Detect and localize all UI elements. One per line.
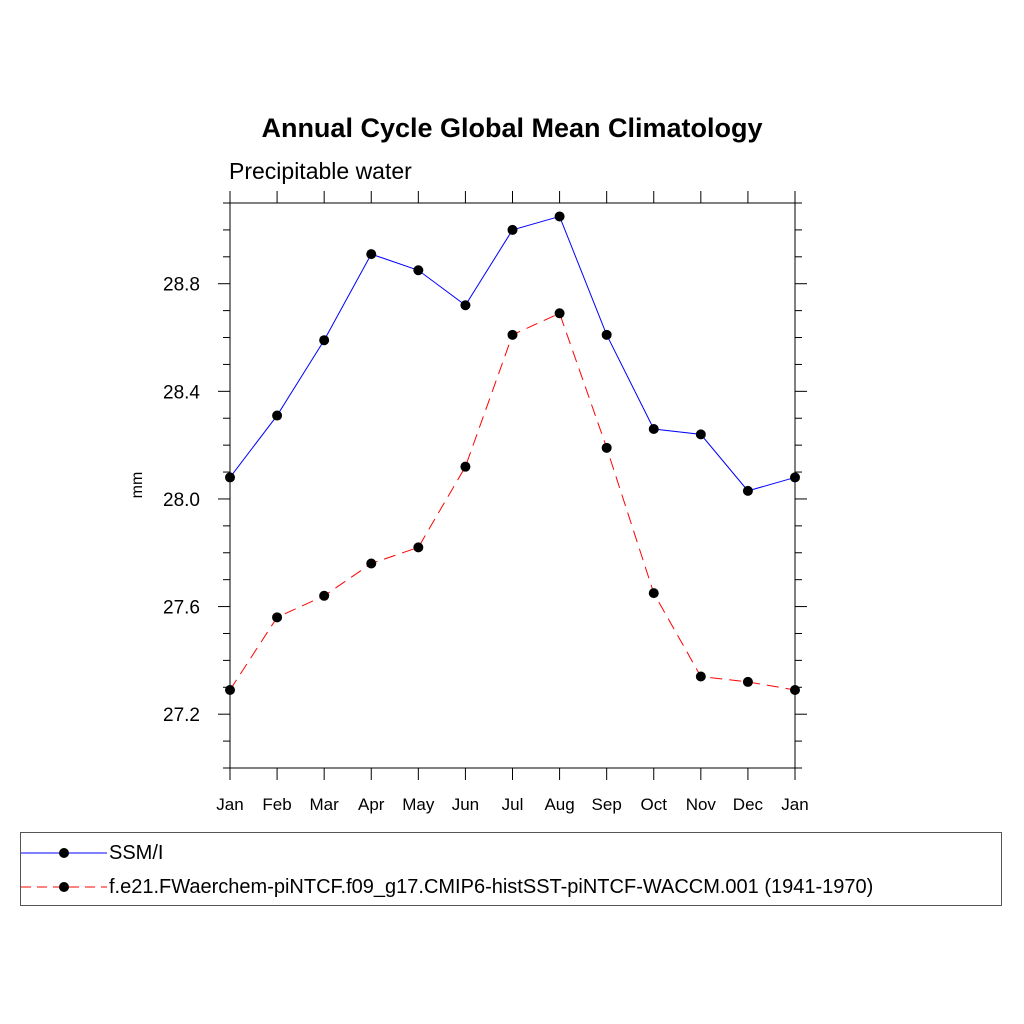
x-tick-labels: Jan Feb Mar Apr May Jun Jul Aug Sep Oct Nov Dec Jan xyxy=(216,795,808,814)
series-line-ssmi xyxy=(229,215,796,492)
x-tick-label: Oct xyxy=(641,795,668,814)
x-tick-label: Feb xyxy=(262,795,291,814)
x-tick-label: Mar xyxy=(310,795,340,814)
y-tick-label: 28.8 xyxy=(163,275,200,296)
plot-frame xyxy=(229,202,796,769)
data-point-ssmi xyxy=(272,410,283,421)
data-point-ssmi xyxy=(366,249,377,260)
x-tick-label: Dec xyxy=(733,795,764,814)
y-tick-label: 28.4 xyxy=(163,382,200,403)
data-point-model xyxy=(319,590,330,601)
series-points xyxy=(225,211,800,695)
data-point-ssmi xyxy=(554,211,565,222)
data-point-model xyxy=(225,684,235,695)
x-tick-label: Nov xyxy=(686,795,717,814)
chart-title: Annual Cycle Global Mean Climatology xyxy=(261,113,762,143)
y-tick-labels: 27.2 27.6 28.0 28.4 28.8 xyxy=(163,275,200,726)
data-point-ssmi xyxy=(648,424,659,434)
data-point-ssmi xyxy=(507,224,518,235)
y-tick-label: 28.0 xyxy=(163,490,200,511)
data-point-ssmi xyxy=(413,265,424,276)
legend-swatch-model xyxy=(21,882,107,892)
x-tick-label: Jan xyxy=(781,795,808,814)
data-point-ssmi xyxy=(790,472,800,483)
data-point-ssmi xyxy=(695,429,706,440)
y-tick-label: 27.6 xyxy=(163,598,200,619)
x-tick-label: Jun xyxy=(452,795,479,814)
x-tick-label: Aug xyxy=(544,795,574,814)
series-line-model xyxy=(229,312,796,691)
data-point-model xyxy=(413,542,424,553)
data-point-model xyxy=(554,308,565,319)
data-point-model xyxy=(460,461,471,472)
legend-label-model: f.e21.FWaerchem-piNTCF.f09_g17.CMIP6-his… xyxy=(109,875,874,898)
data-point-model xyxy=(272,612,283,623)
legend-item-model: f.e21.FWaerchem-piNTCF.f09_g17.CMIP6-his… xyxy=(21,873,873,901)
y-axis-label: mm xyxy=(129,472,146,499)
data-point-model xyxy=(601,442,612,453)
x-tick-label: May xyxy=(402,795,435,814)
x-tick-label: Apr xyxy=(358,795,385,814)
data-point-ssmi xyxy=(742,485,753,496)
data-point-model xyxy=(742,676,753,687)
legend-item-ssmi: SSM/I xyxy=(21,839,163,867)
data-point-ssmi xyxy=(601,329,612,340)
legend-swatch-ssmi xyxy=(21,848,107,858)
data-point-model xyxy=(366,558,377,569)
chart-subtitle: Precipitable water xyxy=(229,158,412,184)
data-point-model xyxy=(648,588,659,599)
data-point-ssmi xyxy=(319,335,330,346)
data-point-ssmi xyxy=(460,300,471,311)
data-point-model xyxy=(507,329,518,340)
legend-label-ssmi: SSM/I xyxy=(109,841,164,864)
data-point-ssmi xyxy=(225,472,235,483)
x-tick-label: Sep xyxy=(592,795,622,814)
y-tick-label: 27.2 xyxy=(163,705,200,726)
x-tick-label: Jan xyxy=(216,795,243,814)
legend: SSM/I f.e21.FWaerchem-piNTCF.f09_g17.CMI… xyxy=(20,832,1002,906)
x-tick-label: Jul xyxy=(502,795,524,814)
series-lines xyxy=(229,215,796,691)
data-point-model xyxy=(790,684,800,695)
axis-ticks xyxy=(218,191,807,780)
data-point-model xyxy=(695,671,706,682)
